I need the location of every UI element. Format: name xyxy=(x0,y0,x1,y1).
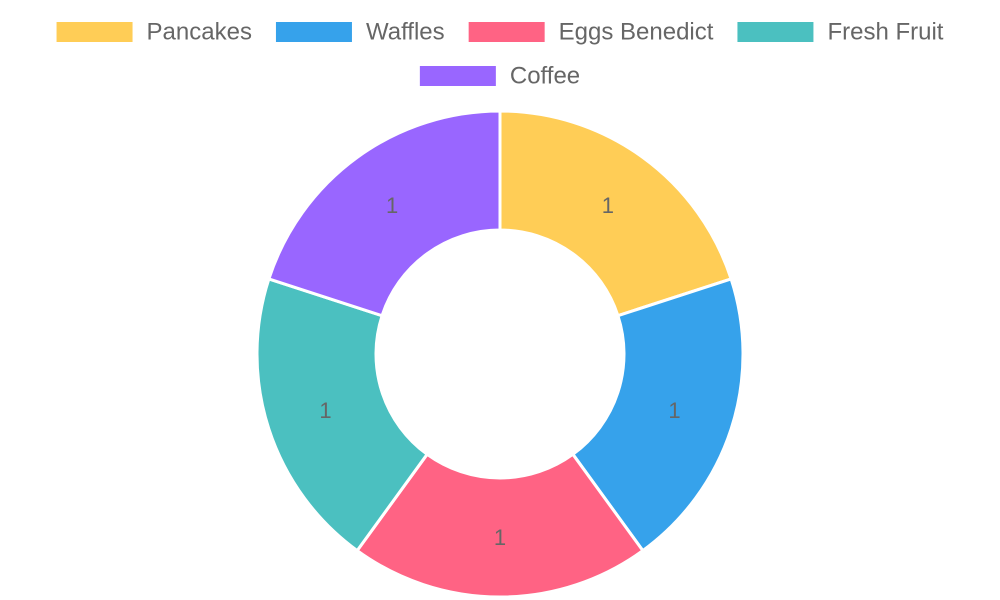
data-label-eggs-benedict: 1 xyxy=(494,525,506,550)
slice-fresh-fruit[interactable] xyxy=(255,277,429,553)
legend-swatch-pancakes xyxy=(56,22,133,42)
data-label-waffles: 1 xyxy=(668,398,680,423)
slice-coffee[interactable] xyxy=(267,109,502,318)
legend-item-pancakes[interactable]: Pancakes xyxy=(56,19,252,46)
legend-swatch-eggs-benedict xyxy=(468,22,545,42)
legend-item-coffee[interactable]: Coffee xyxy=(419,63,580,90)
legend-swatch-waffles xyxy=(275,22,352,42)
legend-item-waffles[interactable]: Waffles xyxy=(275,19,445,46)
legend-label-fresh-fruit: Fresh Fruit xyxy=(827,19,943,46)
legend-label-eggs-benedict: Eggs Benedict xyxy=(559,19,714,46)
legend-item-eggs-benedict[interactable]: Eggs Benedict xyxy=(468,19,714,46)
legend-swatch-fresh-fruit xyxy=(737,22,814,42)
legend-swatch-coffee xyxy=(419,66,496,86)
slice-pancakes[interactable] xyxy=(498,109,733,318)
data-label-fresh-fruit: 1 xyxy=(319,398,331,423)
data-label-coffee: 1 xyxy=(386,193,398,218)
legend-label-pancakes: Pancakes xyxy=(147,19,252,46)
legend-label-waffles: Waffles xyxy=(366,19,445,46)
chart-legend: Pancakes Waffles Eggs Benedict Fresh Fruit C… xyxy=(56,19,944,90)
chart-data-labels: 1 1 1 1 1 xyxy=(319,193,680,550)
legend-item-fresh-fruit[interactable]: Fresh Fruit xyxy=(737,19,944,46)
data-label-pancakes: 1 xyxy=(602,193,614,218)
chart-slices xyxy=(255,109,745,599)
slice-waffles[interactable] xyxy=(571,277,745,553)
slice-eggs-benedict[interactable] xyxy=(355,452,645,599)
legend-label-coffee: Coffee xyxy=(510,63,580,90)
